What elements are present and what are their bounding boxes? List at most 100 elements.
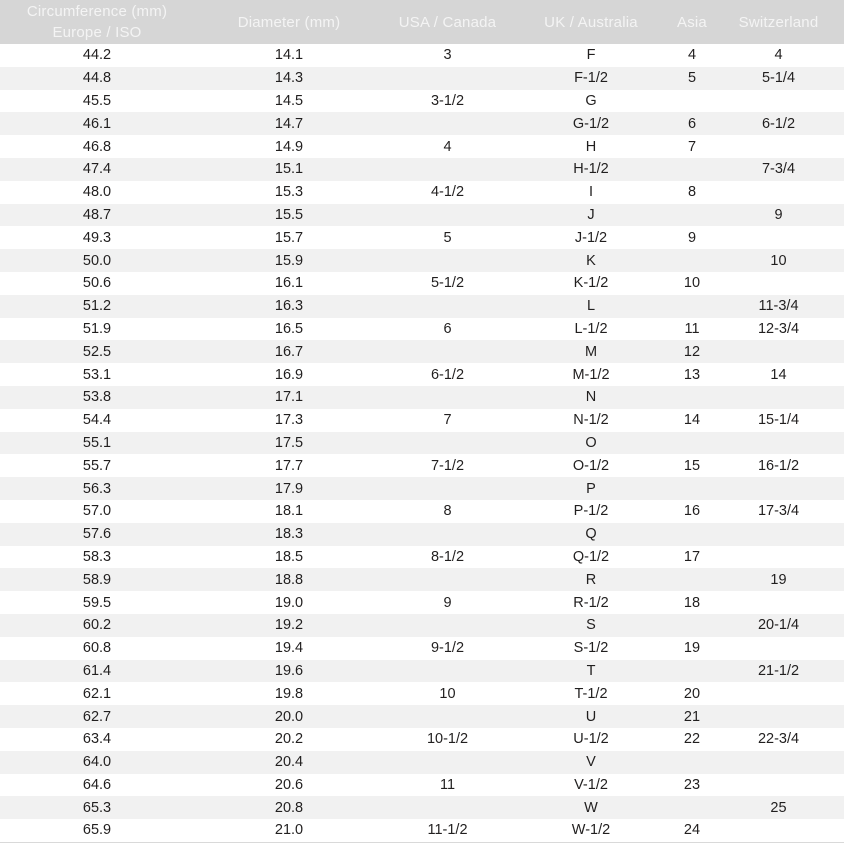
table-cell: 19.2 (274, 617, 304, 634)
table-cell (713, 705, 844, 728)
table-cell: 18.3 (274, 526, 304, 543)
table-cell (671, 614, 713, 637)
table-cell: N-1/2 (573, 412, 609, 429)
table-cell: 59.5 (82, 594, 112, 611)
table-cell (384, 568, 511, 591)
table-cell (671, 523, 713, 546)
table-cell (671, 796, 713, 819)
table-cell: 51.2 (82, 298, 112, 315)
table-cell: 8 (443, 503, 452, 520)
table-cell: 18.1 (274, 503, 304, 520)
table-cell: 16.9 (274, 366, 304, 383)
table-cell: 17.7 (274, 457, 304, 474)
table-cell: 21.0 (274, 822, 304, 839)
table-cell: 53.1 (82, 366, 112, 383)
table-cell: N (585, 389, 597, 406)
table-cell: Q (585, 526, 597, 543)
table-cell: 6 (443, 320, 452, 337)
table-cell: 14.1 (274, 47, 304, 64)
table-row: 56.3 17.9 P (0, 477, 844, 500)
table-cell: 14 (683, 412, 701, 429)
table-cell (713, 819, 844, 842)
table-row: 64.0 20.4 V (0, 750, 844, 774)
table-row: 53.1 16.9 6-1/2 M-1/2 13 14 (0, 363, 844, 386)
table-cell (384, 523, 511, 546)
table-cell: 56.3 (82, 480, 112, 497)
table-cell: M (584, 343, 598, 360)
table-cell: 19.0 (274, 594, 304, 611)
table-cell: F (586, 47, 596, 64)
table-cell (713, 477, 844, 500)
col-header-circumference-line1: Circumference (mm) (26, 3, 168, 20)
table-cell (384, 295, 511, 318)
table-cell (384, 204, 511, 227)
table-cell: 22-3/4 (757, 731, 800, 748)
table-cell: 58.3 (82, 548, 112, 565)
table-cell: 55.1 (82, 434, 112, 451)
table-cell (713, 637, 844, 660)
table-cell (713, 774, 844, 797)
table-cell: 58.9 (82, 571, 112, 588)
table-cell: S (586, 617, 596, 634)
table-cell: 15.3 (274, 184, 304, 201)
table-row: 45.5 14.5 3-1/2 G (0, 89, 844, 113)
table-cell: T (586, 662, 596, 679)
table-cell: 48.7 (82, 206, 112, 223)
table-cell: 47.4 (82, 161, 112, 178)
table-cell: 12-3/4 (757, 320, 800, 337)
table-row: 55.7 17.7 7-1/2 O-1/2 15 16-1/2 (0, 454, 844, 478)
table-cell: 11 (439, 776, 456, 793)
table-cell: 60.8 (82, 640, 112, 657)
table-cell (713, 90, 844, 113)
table-cell: 50.0 (82, 252, 112, 269)
table-cell: 49.3 (82, 229, 112, 246)
table-cell (384, 386, 511, 409)
table-cell: K-1/2 (573, 275, 609, 292)
table-cell: 57.6 (82, 526, 112, 543)
table-cell: 9 (774, 206, 783, 223)
table-cell: S-1/2 (573, 640, 609, 657)
table-cell: 17.9 (274, 480, 304, 497)
table-row: 55.1 17.5 O (0, 431, 844, 455)
table-cell: 20.8 (274, 799, 304, 816)
table-cell: J (587, 206, 595, 223)
table-cell: P (586, 480, 596, 497)
table-cell: 16.5 (274, 320, 304, 337)
table-cell: 15 (683, 457, 701, 474)
table-cell: 50.6 (82, 275, 112, 292)
table-cell: 3-1/2 (430, 92, 465, 109)
table-cell (713, 340, 844, 363)
table-cell (384, 477, 511, 500)
table-cell: 17 (683, 548, 701, 565)
table-row: 50.0 15.9 K 10 (0, 249, 844, 272)
table-cell: G (585, 92, 597, 109)
table-cell: 19.8 (274, 685, 304, 702)
table-cell: 51.9 (82, 320, 112, 337)
table-cell: 6 (687, 115, 697, 132)
table-cell (384, 751, 511, 774)
table-cell: 4 (774, 47, 783, 64)
table-row: 59.5 19.0 9 R-1/2 18 (0, 591, 844, 614)
table-row: 60.2 19.2 S 20-1/4 (0, 613, 844, 637)
table-row: 54.4 17.3 7 N-1/2 14 15-1/4 (0, 408, 844, 432)
table-row: 57.0 18.1 8 P-1/2 16 17-3/4 (0, 499, 844, 523)
table-cell: 5 (443, 229, 452, 246)
table-cell: 4 (443, 138, 452, 155)
table-cell: 4 (687, 47, 697, 64)
table-cell: R-1/2 (573, 594, 609, 611)
table-row: 51.2 16.3 L 11-3/4 (0, 294, 844, 318)
table-cell: 16.7 (274, 343, 304, 360)
table-row: 57.6 18.3 Q (0, 522, 844, 546)
table-row: 50.6 16.1 5-1/2 K-1/2 10 (0, 271, 844, 295)
col-header-asia: Asia (671, 0, 713, 44)
table-cell (713, 523, 844, 546)
table-cell (384, 67, 511, 90)
table-cell: 5 (687, 70, 697, 87)
table-row: 44.2 14.1 3 F 4 4 (0, 44, 844, 67)
table-cell: 24 (683, 822, 701, 839)
table-cell (671, 204, 713, 227)
table-cell (384, 796, 511, 819)
table-cell: 60.2 (82, 617, 112, 634)
table-row: 65.3 20.8 W 25 (0, 796, 844, 820)
